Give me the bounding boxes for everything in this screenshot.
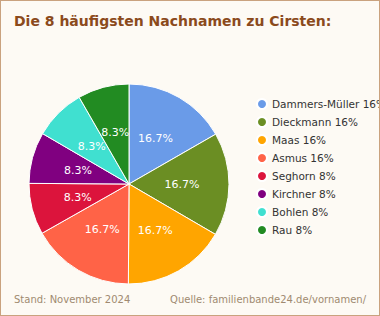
svg-text:8.3%: 8.3% — [101, 126, 129, 139]
svg-text:16.7%: 16.7% — [85, 223, 120, 236]
svg-text:8.3%: 8.3% — [78, 140, 106, 153]
svg-text:Asmus 16%: Asmus 16% — [272, 152, 334, 164]
svg-text:Kirchner 8%: Kirchner 8% — [272, 188, 336, 200]
svg-text:Rau 8%: Rau 8% — [272, 224, 312, 236]
svg-text:8.3%: 8.3% — [64, 191, 92, 204]
svg-text:Dieckmann 16%: Dieckmann 16% — [272, 116, 358, 128]
svg-text:Maas 16%: Maas 16% — [272, 134, 326, 146]
svg-text:16.7%: 16.7% — [165, 178, 200, 191]
svg-text:16.7%: 16.7% — [138, 132, 173, 145]
svg-text:Seghorn 8%: Seghorn 8% — [272, 170, 336, 182]
svg-text:16.7%: 16.7% — [138, 224, 173, 237]
svg-text:Die 8 häufigsten Nachnamen zu: Die 8 häufigsten Nachnamen zu Cirsten: — [14, 13, 331, 29]
svg-text:8.3%: 8.3% — [64, 164, 92, 177]
svg-text:Dammers-Müller 16%: Dammers-Müller 16% — [272, 98, 379, 110]
svg-text:Stand: November 2024: Stand: November 2024 — [14, 294, 130, 305]
svg-text:Bohlen 8%: Bohlen 8% — [272, 206, 328, 218]
svg-text:Quelle: familienbande24.de/vor: Quelle: familienbande24.de/vornamen/ — [170, 294, 367, 305]
